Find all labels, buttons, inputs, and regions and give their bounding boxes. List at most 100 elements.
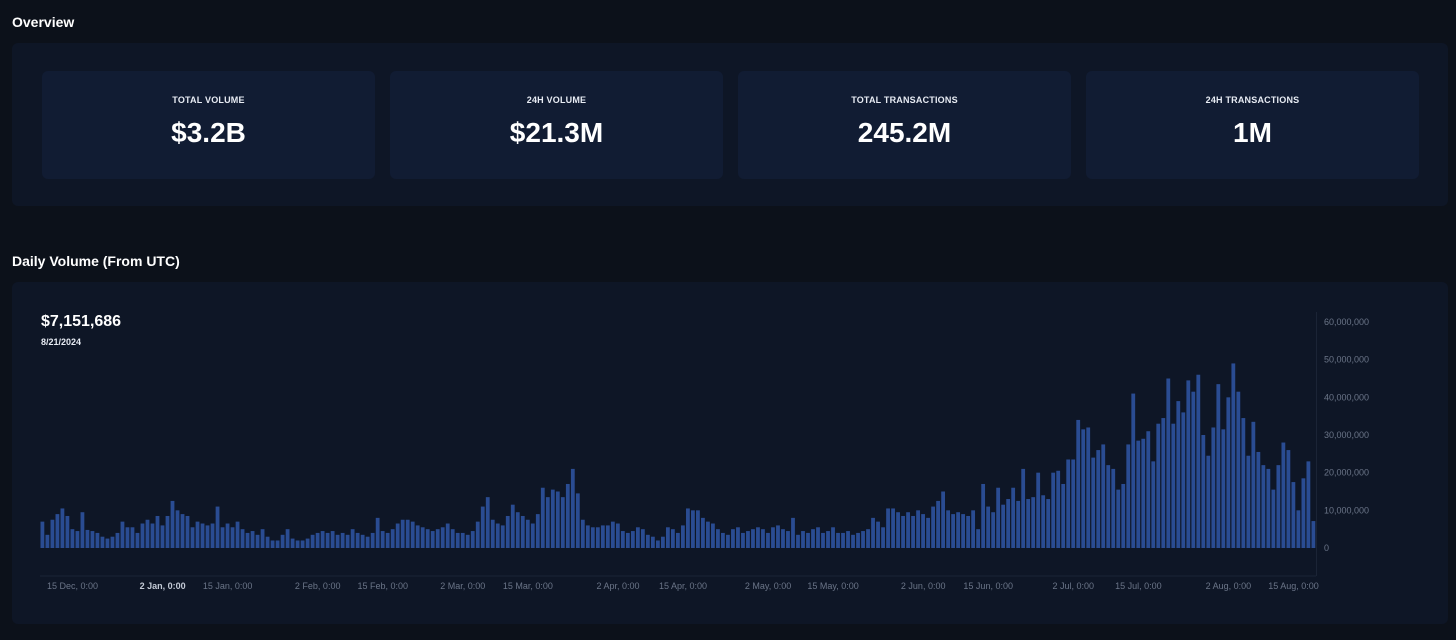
volume-bar[interactable] [961,514,966,548]
volume-bar[interactable] [741,532,745,548]
volume-bar[interactable] [1226,397,1231,548]
volume-bar[interactable] [580,519,585,548]
volume-bar[interactable] [696,510,700,548]
volume-bar[interactable] [841,532,845,548]
volume-bar[interactable] [450,529,455,548]
volume-bar[interactable] [816,527,820,548]
volume-bar[interactable] [530,523,535,548]
volume-bar[interactable] [731,529,735,548]
volume-bar[interactable] [330,531,335,548]
volume-bar[interactable] [1086,427,1091,548]
volume-bar[interactable] [525,519,530,548]
volume-bar[interactable] [896,512,900,548]
volume-bar[interactable] [385,532,390,548]
volume-bar[interactable] [135,532,140,548]
volume-bar[interactable] [1166,378,1171,549]
volume-bar[interactable] [1051,472,1056,548]
volume-bar[interactable] [390,529,395,548]
volume-bar[interactable] [1216,384,1221,548]
volume-bar[interactable] [350,529,355,548]
volume-bar[interactable] [746,531,750,548]
volume-bar[interactable] [400,519,405,548]
volume-bar[interactable] [255,534,260,548]
volume-bar[interactable] [185,515,190,548]
volume-bar[interactable] [991,512,996,548]
volume-bar[interactable] [125,527,130,548]
volume-bar[interactable] [645,534,650,548]
volume-bar[interactable] [836,532,840,548]
volume-bar[interactable] [1116,489,1121,548]
volume-bar[interactable] [821,532,825,548]
volume-bar[interactable] [1096,450,1101,548]
volume-bar[interactable] [310,534,315,548]
volume-bar[interactable] [510,504,515,548]
volume-bar[interactable] [425,529,430,548]
volume-bar[interactable] [681,525,685,548]
volume-bar[interactable] [320,531,325,548]
volume-bar[interactable] [771,527,775,548]
volume-bar[interactable] [300,540,305,548]
volume-bar[interactable] [1206,455,1211,548]
volume-bar[interactable] [285,529,290,548]
volume-bar[interactable] [676,532,680,548]
volume-bar[interactable] [175,510,180,548]
volume-bar[interactable] [460,532,465,548]
volume-bar[interactable] [1171,423,1176,548]
volume-bar[interactable] [265,536,270,548]
volume-bar[interactable] [515,512,520,548]
volume-bar[interactable] [590,527,595,548]
volume-bar[interactable] [1131,393,1136,548]
volume-bar[interactable] [420,527,425,548]
volume-bar[interactable] [986,506,991,548]
volume-bar[interactable] [495,523,500,548]
volume-bar[interactable] [831,527,835,548]
volume-bar[interactable] [1311,521,1316,548]
volume-bar[interactable] [956,512,961,548]
volume-bar[interactable] [150,523,155,548]
volume-bar[interactable] [766,532,770,548]
volume-bar[interactable] [595,527,600,548]
volume-bar[interactable] [160,525,165,548]
volume-bar[interactable] [465,534,470,548]
volume-bar[interactable] [325,532,330,548]
volume-bar[interactable] [115,532,120,548]
volume-bar[interactable] [345,534,350,548]
volume-bar[interactable] [941,491,946,549]
volume-bar[interactable] [801,531,805,548]
volume-bar[interactable] [1011,487,1016,548]
volume-bar[interactable] [625,532,630,548]
volume-bar[interactable] [1136,440,1141,548]
volume-bar[interactable] [736,527,740,548]
volume-bar[interactable] [60,508,65,548]
volume-bar[interactable] [490,519,495,548]
volume-bar[interactable] [250,531,255,548]
volume-bar[interactable] [165,515,170,548]
volume-bar[interactable] [380,531,385,548]
volume-bar[interactable] [846,531,850,548]
volume-bar[interactable] [1101,444,1106,548]
volume-bar[interactable] [976,529,981,548]
volume-bar[interactable] [445,523,450,548]
volume-bar[interactable] [716,529,720,548]
volume-bar[interactable] [220,527,225,548]
volume-bar[interactable] [1031,497,1036,548]
volume-bar[interactable] [45,534,50,548]
volume-bar[interactable] [1076,419,1081,548]
volume-bar[interactable] [701,517,705,548]
volume-bar[interactable] [776,525,780,548]
volume-bar[interactable] [335,534,340,548]
volume-bar[interactable] [686,508,690,548]
volume-bar[interactable] [180,514,185,548]
volume-bar[interactable] [600,525,605,548]
daily-volume-chart[interactable]: 0 10,000,000 20,000,000 30,000,000 40,000,00… [12,282,1448,624]
volume-bar[interactable] [1221,429,1226,548]
volume-bar[interactable] [1056,470,1061,548]
volume-bar[interactable] [906,512,910,548]
volume-bar[interactable] [170,500,175,548]
volume-bar[interactable] [796,534,800,548]
volume-bar[interactable] [245,532,250,548]
volume-bar[interactable] [110,536,115,548]
volume-bar[interactable] [1036,472,1041,548]
volume-bar[interactable] [610,521,615,548]
volume-bar[interactable] [901,515,905,548]
